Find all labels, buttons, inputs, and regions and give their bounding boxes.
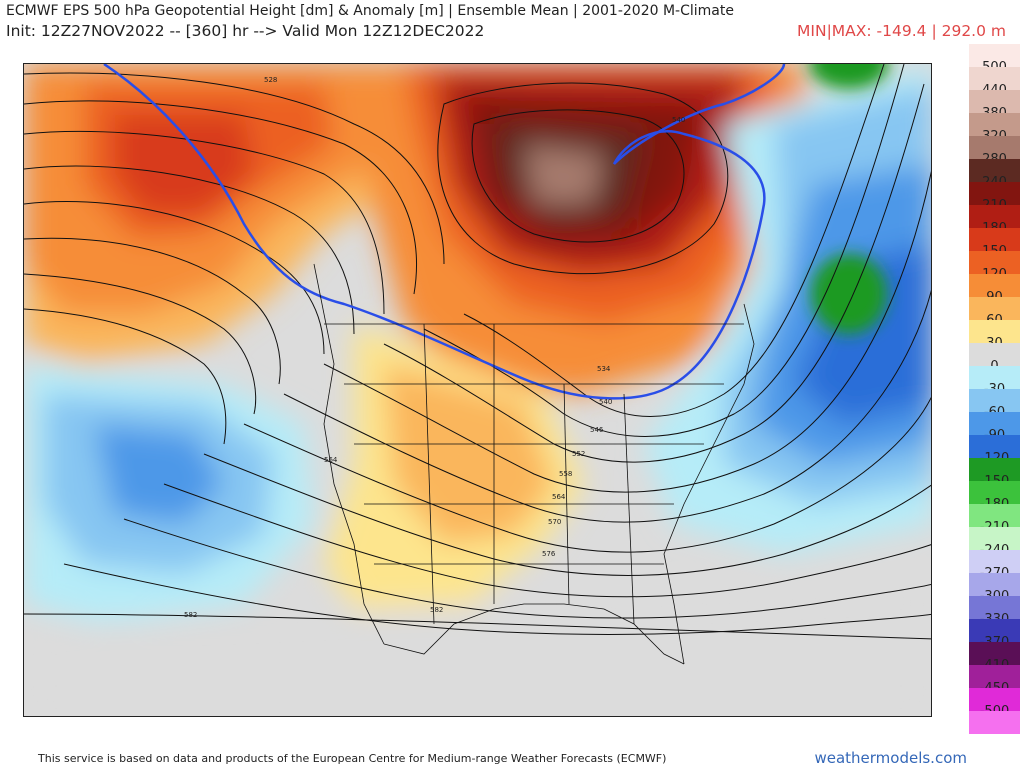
legend-swatch xyxy=(969,481,1020,504)
color-legend: 5004403803202802402101801501209060300-30… xyxy=(969,44,1020,734)
legend-swatch xyxy=(969,251,1020,274)
contour-labels: 540 540 546 552 558 564 564 570 576 582 … xyxy=(184,76,685,619)
legend-swatch xyxy=(969,412,1020,435)
map-title: ECMWF EPS 500 hPa Geopotential Height [d… xyxy=(6,3,734,19)
contour-label-576: 576 xyxy=(542,550,556,558)
legend-swatch xyxy=(969,711,1020,734)
legend-swatch xyxy=(969,320,1020,343)
legend-swatch xyxy=(969,527,1020,550)
legend-swatch xyxy=(969,67,1020,90)
legend-swatch xyxy=(969,113,1020,136)
legend-swatch xyxy=(969,688,1020,711)
legend-swatch xyxy=(969,504,1020,527)
contour-label-528: 528 xyxy=(264,76,277,84)
legend-swatch xyxy=(969,159,1020,182)
legend-swatch xyxy=(969,297,1020,320)
contour-label-570: 570 xyxy=(548,518,561,526)
legend-swatch xyxy=(969,596,1020,619)
contour-540-line xyxy=(103,64,786,400)
legend-swatch xyxy=(969,458,1020,481)
legend-swatch xyxy=(969,366,1020,389)
anomaly-map: 540 540 546 552 558 564 564 570 576 582 … xyxy=(23,63,932,717)
map-canvas: 540 540 546 552 558 564 564 570 576 582 … xyxy=(24,64,931,716)
legend-swatch xyxy=(969,435,1020,458)
green-lows xyxy=(809,64,889,334)
legend-swatch xyxy=(969,665,1020,688)
contour-label-534: 534 xyxy=(597,365,611,373)
legend-swatch xyxy=(969,228,1020,251)
legend-swatch xyxy=(969,274,1020,297)
height-contours xyxy=(24,64,931,640)
init-valid-time: Init: 12Z27NOV2022 -- [360] hr --> Valid… xyxy=(6,22,485,40)
min-max-readout: MIN|MAX: -149.4 | 292.0 m xyxy=(797,22,1006,40)
legend-swatch xyxy=(969,90,1020,113)
coastlines xyxy=(313,263,755,665)
attribution-footer: This service is based on data and produc… xyxy=(38,752,667,765)
legend-swatch xyxy=(969,136,1020,159)
contour-label-564-e: 564 xyxy=(552,493,566,501)
legend-swatch xyxy=(969,573,1020,596)
contour-label-540-w: 540 xyxy=(599,398,612,406)
contour-label-558: 558 xyxy=(559,470,572,478)
legend-swatch xyxy=(969,182,1020,205)
contour-label-582-s: 582 xyxy=(184,611,197,619)
legend-swatch xyxy=(969,550,1020,573)
legend-swatch xyxy=(969,619,1020,642)
contour-label-564-w: 564 xyxy=(324,456,338,464)
legend-swatch xyxy=(969,389,1020,412)
contour-label-546: 546 xyxy=(590,426,604,434)
contour-label-582-w: 582 xyxy=(430,606,443,614)
contour-label-552: 552 xyxy=(572,450,585,458)
legend-swatch xyxy=(969,205,1020,228)
brand-link[interactable]: weathermodels.com xyxy=(814,749,967,767)
legend-swatch xyxy=(969,343,1020,366)
legend-swatch xyxy=(969,44,1020,67)
legend-swatch xyxy=(969,642,1020,665)
contour-label-540-ne: 540 xyxy=(672,116,685,124)
